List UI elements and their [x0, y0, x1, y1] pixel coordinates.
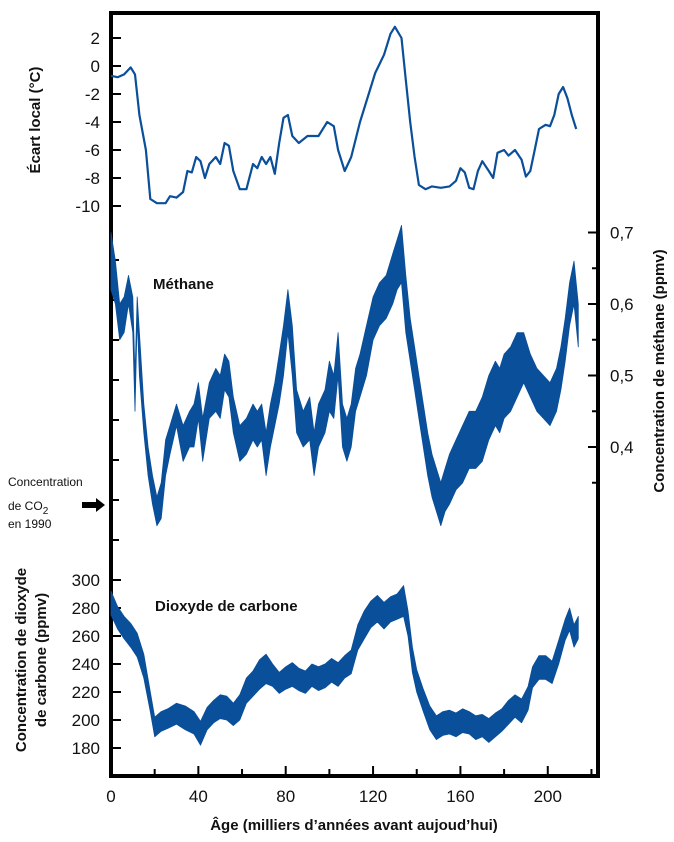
temperature-series-line [110, 25, 578, 205]
temperature-tick-label: -2 [85, 85, 100, 104]
x-tick-label: 120 [359, 787, 387, 806]
x-tick-label: 40 [189, 787, 208, 806]
methane-axis-title: Concentration de méthane (ppmv) [651, 249, 668, 492]
annotation-line-1: Concentration [8, 475, 83, 489]
x-tick-label: 0 [106, 787, 115, 806]
methane-tick-label: 0,7 [610, 224, 634, 243]
co2-series-band [110, 585, 579, 746]
methane-tick-label: 0,4 [610, 438, 634, 457]
methane-series-band [110, 225, 579, 527]
x-tick-label: 80 [276, 787, 295, 806]
x-tick-label: 160 [446, 787, 474, 806]
temperature-axis-title: Écart local (°C) [27, 67, 44, 174]
co2-axis-title-line-2: de carbone (ppmv) [33, 593, 50, 727]
co2-y-ticks: 300 280 260 240 220 200 180 [72, 259, 121, 758]
co2-axis-title-line-1: Concentration de dioxyde [13, 568, 30, 752]
co2-tick-label: 200 [72, 711, 100, 730]
annotation-line-3: en 1990 [8, 517, 52, 531]
temperature-y-ticks: 2 0 -2 -4 -6 -8 -10 [75, 29, 121, 216]
arrow-right-icon [82, 498, 105, 512]
x-axis-ticks: 0 40 80 120 160 200 [106, 766, 593, 806]
temperature-tick-label: -6 [85, 141, 100, 160]
co2-tick-label: 300 [72, 571, 100, 590]
co2-tick-label: 220 [72, 683, 100, 702]
temperature-tick-label: 0 [91, 57, 100, 76]
co2-tick-label: 280 [72, 599, 100, 618]
methane-y-ticks: 0,7 0,6 0,5 0,4 [588, 224, 634, 484]
annotation-subscript: 2 [43, 506, 49, 517]
plot-frame [109, 11, 600, 778]
annotation-line-2-text: de CO [8, 499, 43, 513]
temperature-tick-label: 2 [91, 29, 100, 48]
co2-series-label: Dioxyde de carbone [155, 598, 298, 615]
annotation-line-2: de CO2 [8, 499, 49, 517]
co2-tick-label: 180 [72, 739, 100, 758]
temperature-tick-label: -8 [85, 169, 100, 188]
x-tick-label: 200 [534, 787, 562, 806]
temperature-tick-label: -10 [75, 197, 100, 216]
co2-tick-label: 240 [72, 655, 100, 674]
co2-1990-annotation: Concentration de CO2 en 1990 [8, 475, 105, 531]
methane-tick-label: 0,5 [610, 367, 634, 386]
co2-tick-label: 260 [72, 627, 100, 646]
methane-series-label: Méthane [153, 276, 214, 293]
methane-tick-label: 0,6 [610, 295, 634, 314]
temperature-tick-label: -4 [85, 113, 100, 132]
x-axis-title: Âge (milliers d’années avant aujoud’hui) [210, 816, 498, 834]
